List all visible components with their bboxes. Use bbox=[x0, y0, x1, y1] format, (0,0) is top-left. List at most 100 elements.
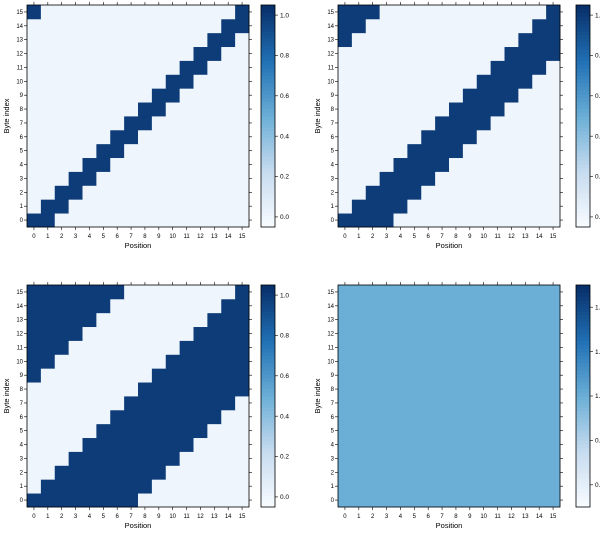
heatmap-cell bbox=[124, 74, 139, 89]
heatmap-cell bbox=[207, 185, 222, 200]
heatmap-cell bbox=[165, 437, 181, 452]
heatmap-cell bbox=[138, 129, 153, 145]
heatmap-cell bbox=[124, 451, 139, 466]
heatmap-cell bbox=[235, 129, 250, 145]
heatmap-cell bbox=[235, 396, 250, 411]
heatmap-cell bbox=[54, 340, 70, 355]
x-tick-label: 3 bbox=[385, 234, 389, 240]
heatmap-cell bbox=[546, 465, 561, 480]
colorbar-segment bbox=[576, 19, 590, 24]
heatmap-cell bbox=[490, 312, 505, 328]
colorbar-segment bbox=[261, 134, 275, 139]
heatmap-cell bbox=[124, 199, 139, 214]
heatmap-cell bbox=[421, 298, 436, 314]
heatmap-cell bbox=[407, 368, 422, 383]
heatmap-cell bbox=[351, 340, 367, 355]
heatmap-cell bbox=[518, 143, 533, 159]
heatmap-cell bbox=[221, 312, 236, 328]
colorbar-segment bbox=[261, 325, 275, 330]
colorbar-segment bbox=[261, 97, 275, 102]
heatmap-cell bbox=[518, 298, 533, 314]
heatmap-cell bbox=[165, 129, 181, 145]
heatmap-cell bbox=[532, 88, 547, 103]
colorbar-segment bbox=[576, 190, 590, 195]
heatmap-cell bbox=[518, 396, 533, 411]
heatmap-cell bbox=[449, 298, 464, 314]
heatmap-cell bbox=[504, 368, 519, 383]
heatmap-cell bbox=[338, 382, 353, 397]
heatmap-cell bbox=[546, 437, 561, 452]
colorbar-segment bbox=[576, 318, 590, 323]
heatmap-cell bbox=[393, 199, 408, 214]
heatmap-cell bbox=[110, 171, 125, 186]
x-tick-label: 15 bbox=[550, 234, 557, 240]
colorbar-segment bbox=[261, 160, 275, 165]
heatmap-cell bbox=[68, 312, 83, 328]
x-tick-label: 2 bbox=[60, 234, 64, 240]
colorbar-segment bbox=[261, 303, 275, 308]
heatmap-cell bbox=[138, 213, 153, 228]
heatmap-cell bbox=[179, 32, 194, 48]
y-tick-label: 1 bbox=[20, 484, 24, 490]
heatmap-cell bbox=[407, 312, 422, 328]
heatmap-cell bbox=[449, 285, 464, 300]
heatmap-cell bbox=[68, 32, 83, 48]
colorbar-segment bbox=[261, 164, 275, 169]
heatmap-cell bbox=[165, 493, 181, 508]
heatmap-cell bbox=[124, 354, 139, 369]
colorbar-segment bbox=[576, 16, 590, 21]
heatmap-cell bbox=[124, 298, 139, 314]
heatmap-cell bbox=[124, 396, 139, 411]
colorbar-segment bbox=[261, 197, 275, 202]
colorbar-segment bbox=[576, 492, 590, 497]
colorbar-tick-label: 1.2 bbox=[595, 349, 600, 356]
heatmap-cell bbox=[179, 368, 194, 383]
heatmap-cell bbox=[504, 171, 519, 186]
heatmap-cell bbox=[165, 213, 181, 228]
heatmap-cell bbox=[82, 451, 97, 466]
heatmap-cell bbox=[449, 326, 464, 341]
heatmap-cell bbox=[504, 437, 519, 452]
heatmap-cell bbox=[54, 285, 70, 300]
heatmap-cell bbox=[207, 199, 222, 214]
heatmap-cell bbox=[68, 354, 83, 369]
heatmap-cell bbox=[421, 465, 436, 480]
colorbar-segment bbox=[576, 396, 590, 401]
colorbar-segment bbox=[261, 351, 275, 356]
heatmap-cell bbox=[532, 60, 547, 75]
heatmap-cell bbox=[165, 368, 181, 383]
heatmap-cell bbox=[351, 185, 367, 200]
heatmap-cell bbox=[40, 298, 56, 314]
heatmap-cell bbox=[151, 213, 167, 228]
x-tick-label: 5 bbox=[413, 234, 417, 240]
heatmap-cell bbox=[207, 60, 222, 75]
heatmap-cell bbox=[449, 171, 464, 186]
y-tick-label: 10 bbox=[327, 79, 334, 85]
x-tick-label: 10 bbox=[480, 234, 487, 240]
colorbar: 0.6 0.8 1.0 1.2 1.4 bbox=[575, 284, 600, 508]
colorbar-segment bbox=[576, 204, 590, 209]
heatmap-cell bbox=[54, 465, 70, 480]
colorbar-segment bbox=[261, 366, 275, 371]
heatmap-cell bbox=[54, 479, 70, 494]
heatmap-cell bbox=[165, 5, 181, 20]
heatmap-cell bbox=[379, 185, 394, 200]
heatmap-cell bbox=[379, 298, 394, 314]
heatmap-cell bbox=[365, 18, 381, 34]
heatmap-cell bbox=[138, 46, 153, 61]
heatmap-cell bbox=[110, 493, 125, 508]
heatmap-cell bbox=[351, 102, 367, 117]
heatmap-cell bbox=[490, 479, 505, 494]
colorbar-segment bbox=[576, 38, 590, 43]
heatmap-cell bbox=[193, 74, 208, 89]
colorbar-segment bbox=[576, 458, 590, 464]
heatmap-cell bbox=[68, 102, 83, 117]
heatmap-cell bbox=[504, 493, 519, 508]
heatmap-cell bbox=[110, 312, 125, 328]
heatmap-cell bbox=[179, 46, 194, 61]
heatmap-cell bbox=[68, 143, 83, 159]
x-tick-label: 6 bbox=[427, 514, 431, 520]
heatmap-cell bbox=[407, 199, 422, 214]
heatmap-cell bbox=[435, 129, 450, 145]
heatmap-cell bbox=[435, 18, 450, 34]
